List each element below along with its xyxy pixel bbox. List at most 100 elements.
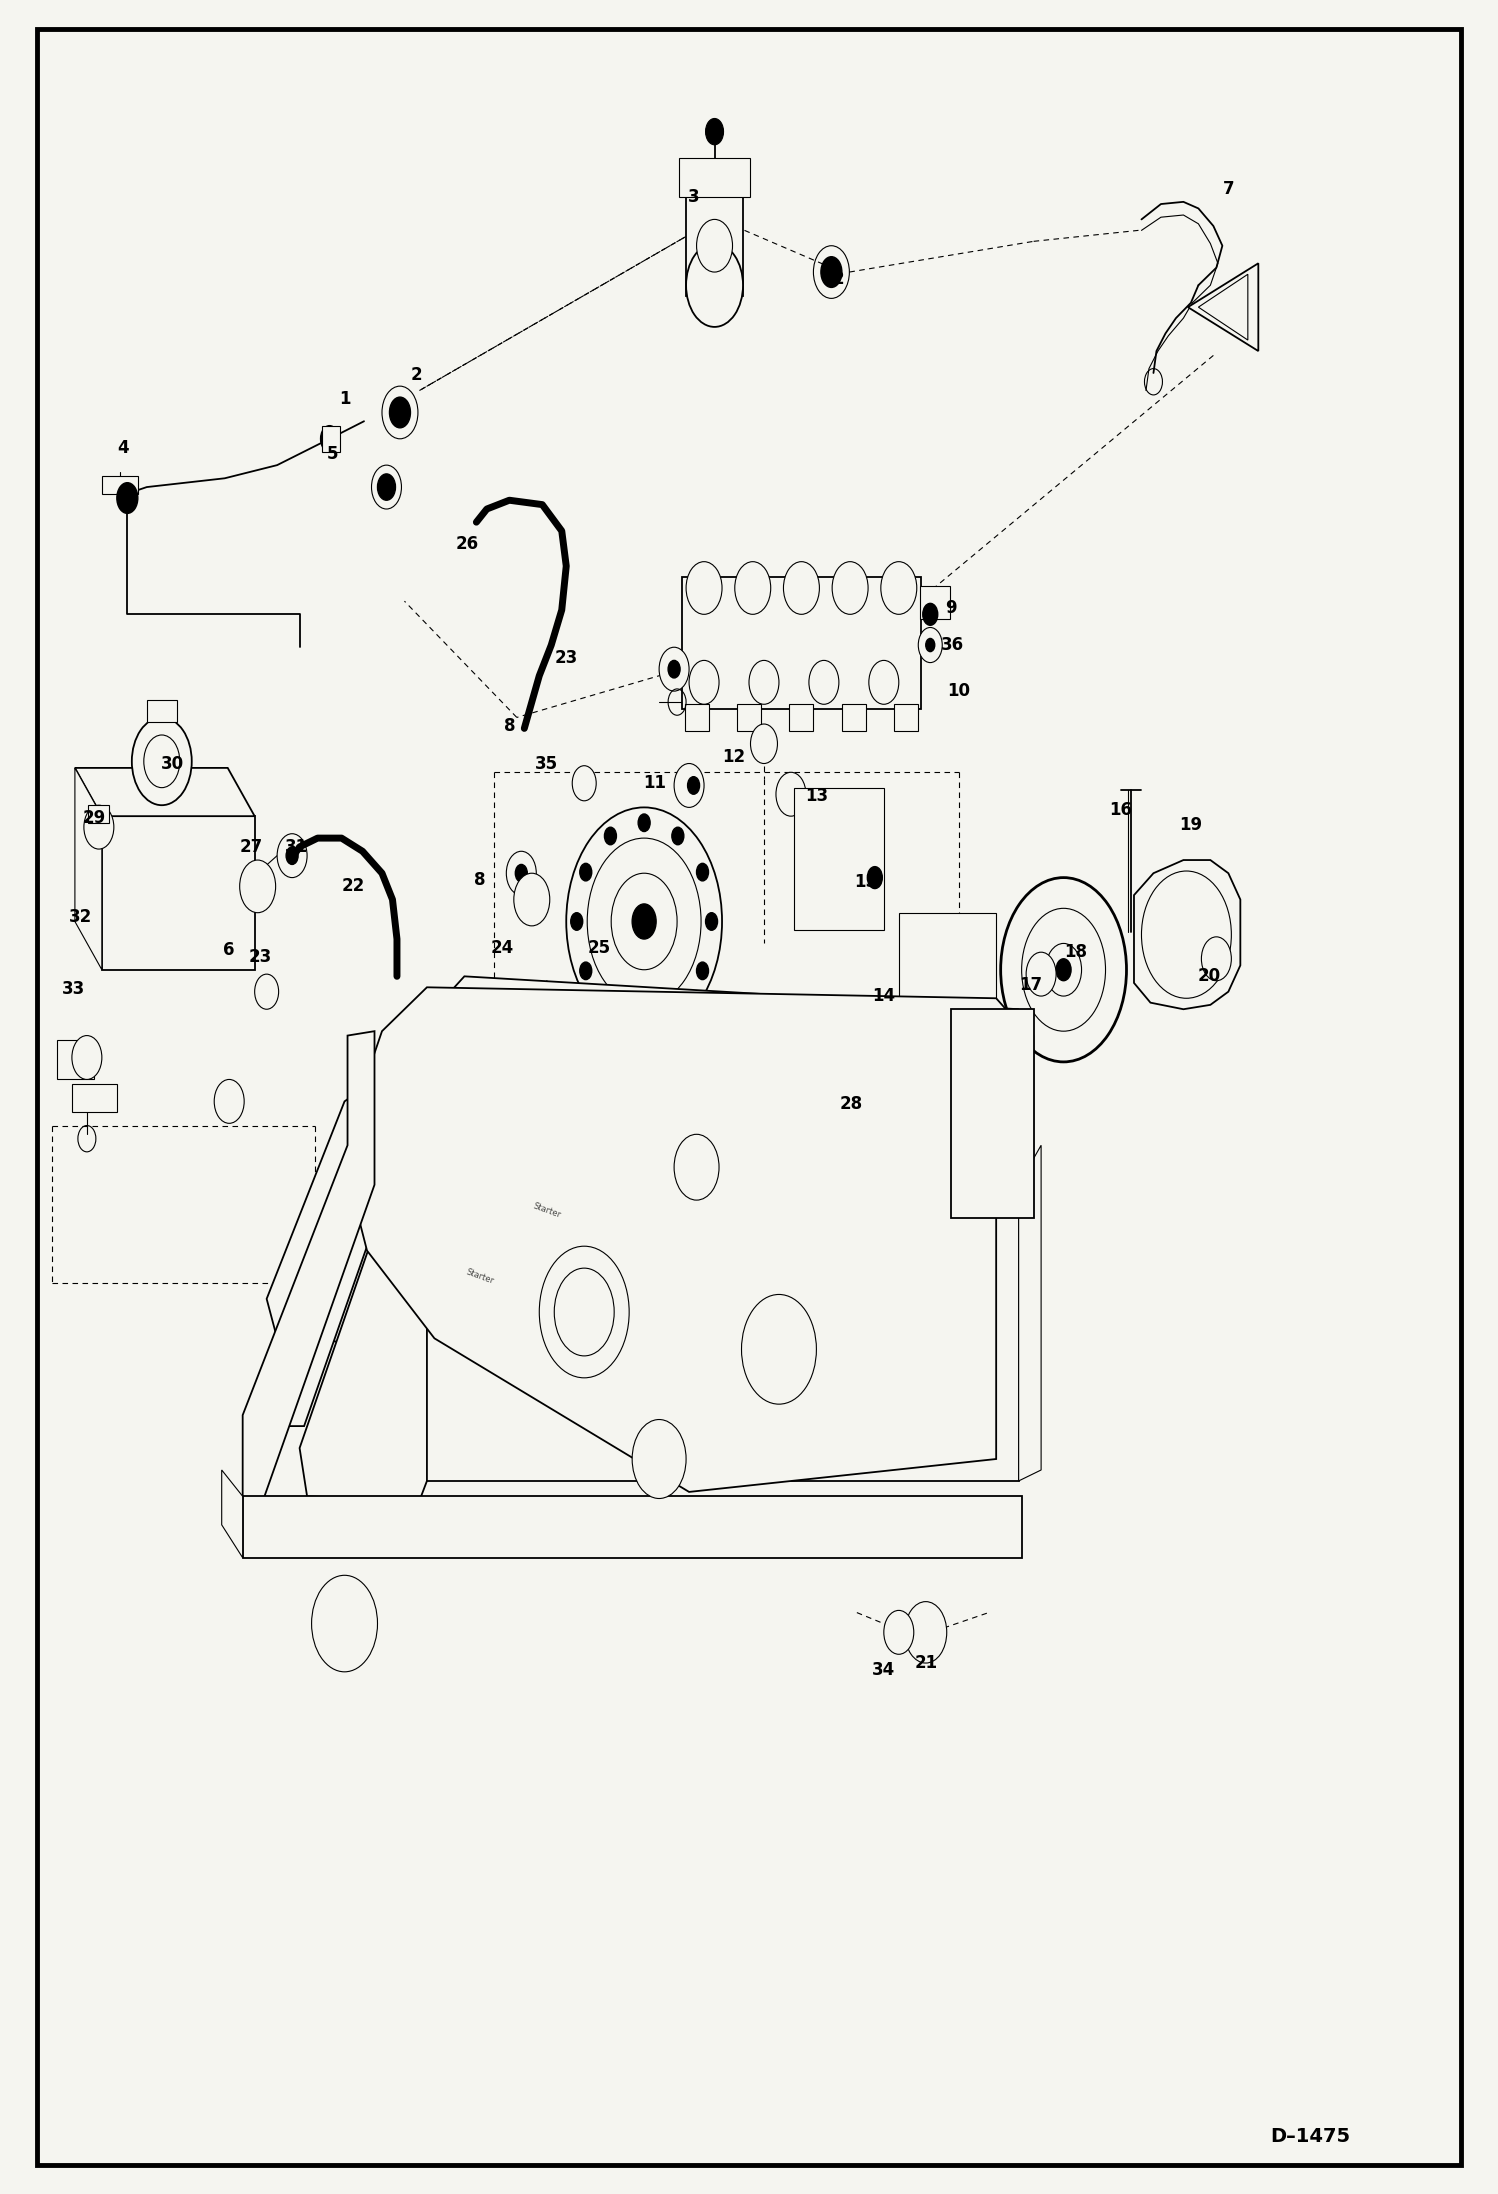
Text: 8: 8 [503, 717, 515, 735]
Circle shape [506, 851, 536, 895]
Bar [72, 1084, 117, 1112]
Bar [682, 577, 921, 709]
Text: 10: 10 [947, 682, 971, 700]
Polygon shape [345, 987, 1016, 1492]
Bar [88, 805, 109, 823]
Polygon shape [75, 768, 255, 816]
Circle shape [706, 118, 724, 145]
Circle shape [604, 998, 616, 1016]
Text: 35: 35 [535, 755, 559, 772]
Circle shape [1026, 952, 1056, 996]
Polygon shape [282, 1075, 427, 1426]
Text: 36: 36 [941, 636, 965, 654]
Circle shape [72, 1036, 102, 1079]
Bar [737, 704, 761, 731]
Polygon shape [419, 1180, 1034, 1207]
Circle shape [749, 660, 779, 704]
Text: 2: 2 [410, 366, 422, 384]
Text: 12: 12 [722, 748, 746, 766]
Text: D–1475: D–1475 [1270, 2126, 1351, 2146]
Polygon shape [1198, 274, 1248, 340]
Circle shape [144, 735, 180, 788]
Bar [102, 476, 138, 494]
Text: 6: 6 [223, 941, 235, 959]
Polygon shape [419, 1009, 434, 1207]
Text: 13: 13 [804, 788, 828, 805]
Circle shape [674, 764, 704, 807]
Circle shape [255, 974, 279, 1009]
Bar [243, 1496, 1022, 1558]
Circle shape [890, 1619, 908, 1646]
Circle shape [247, 871, 268, 902]
Circle shape [1022, 908, 1106, 1031]
Bar [842, 704, 866, 731]
Circle shape [605, 827, 617, 845]
Circle shape [697, 862, 709, 882]
Bar [322, 426, 340, 452]
Text: 29: 29 [82, 810, 106, 827]
Circle shape [539, 1246, 629, 1378]
Text: 5: 5 [327, 445, 339, 463]
Polygon shape [1019, 1145, 1041, 1481]
Polygon shape [75, 768, 102, 970]
Circle shape [1207, 946, 1225, 972]
Text: 4: 4 [117, 439, 129, 456]
Polygon shape [434, 976, 1019, 1042]
Circle shape [638, 814, 650, 832]
Circle shape [869, 660, 899, 704]
Text: 15: 15 [854, 873, 878, 891]
Bar [679, 158, 750, 197]
Circle shape [240, 860, 276, 913]
Circle shape [783, 562, 819, 614]
Polygon shape [243, 1031, 374, 1503]
Bar [899, 913, 996, 1044]
Text: 23: 23 [249, 948, 273, 965]
Circle shape [750, 724, 777, 764]
Text: 21: 21 [914, 1654, 938, 1672]
Text: 31: 31 [285, 838, 309, 856]
Circle shape [742, 1294, 816, 1404]
Polygon shape [951, 1009, 1034, 1218]
Circle shape [286, 847, 298, 864]
Circle shape [220, 1088, 238, 1115]
Circle shape [1032, 961, 1050, 987]
Circle shape [1201, 937, 1231, 981]
Circle shape [923, 603, 938, 625]
Circle shape [214, 1079, 244, 1123]
Circle shape [312, 1575, 377, 1672]
Circle shape [566, 807, 722, 1036]
Circle shape [926, 638, 935, 652]
Circle shape [1046, 943, 1082, 996]
Circle shape [117, 483, 138, 513]
Circle shape [881, 562, 917, 614]
Text: Starter: Starter [464, 1268, 494, 1286]
Circle shape [587, 838, 701, 1005]
Bar [685, 704, 709, 731]
Circle shape [572, 766, 596, 801]
Circle shape [1056, 959, 1071, 981]
Circle shape [611, 873, 677, 970]
Polygon shape [397, 1145, 1019, 1185]
Polygon shape [267, 1053, 464, 1343]
Circle shape [697, 963, 709, 981]
Circle shape [914, 1615, 938, 1650]
Circle shape [671, 998, 683, 1016]
Circle shape [884, 1610, 914, 1654]
Text: 16: 16 [1109, 801, 1132, 818]
Polygon shape [222, 1470, 243, 1558]
Circle shape [515, 864, 527, 882]
Text: 19: 19 [1179, 816, 1203, 834]
Text: 27: 27 [240, 838, 264, 856]
Text: 9: 9 [945, 599, 957, 617]
Text: 20: 20 [1197, 968, 1221, 985]
Text: 1: 1 [339, 391, 351, 408]
Bar [686, 191, 743, 296]
Text: 3: 3 [688, 189, 700, 206]
Polygon shape [434, 1031, 989, 1097]
Circle shape [833, 562, 869, 614]
Text: 23: 23 [554, 649, 578, 667]
Polygon shape [1019, 1009, 1034, 1207]
Circle shape [638, 1011, 650, 1029]
Text: 25: 25 [587, 939, 611, 957]
Bar [102, 816, 255, 970]
